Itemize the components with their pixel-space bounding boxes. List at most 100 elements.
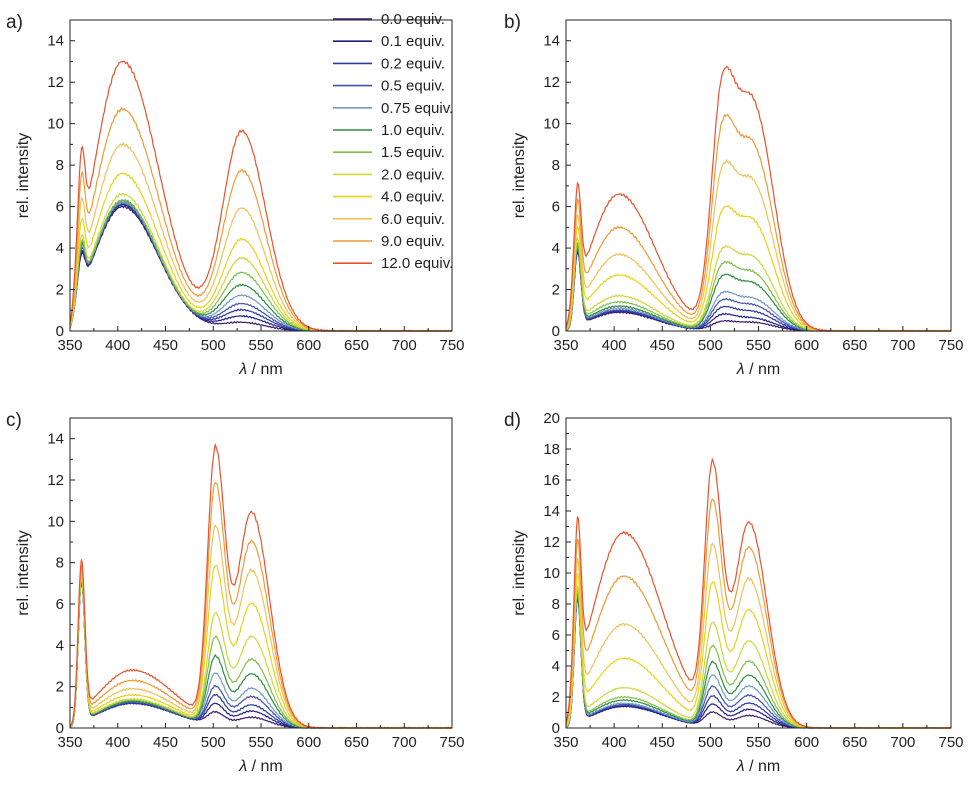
y-axis-title: rel. intensity [15,530,32,615]
y-tick-label: 6 [552,199,560,216]
x-tick-label: 700 [392,734,417,751]
x-axis-title: λ / nm [736,758,780,775]
series-line [69,577,453,729]
panel-b: b) 350 400 450 500 550 600 650 700 750 0 2 4 6 8 10 12 14… [504,12,964,378]
x-tick-label: 450 [153,734,178,751]
x-tick-label: 400 [105,734,130,751]
y-tick-label: 8 [552,157,560,174]
y-tick-label: 14 [543,33,560,50]
series-lines [565,65,952,332]
x-tick-label: 650 [344,337,369,354]
x-tick-label: 600 [794,734,819,751]
legend-label: 1.5 equiv. [381,144,445,161]
x-tick-label: 500 [698,337,723,354]
y-tick-label: 4 [56,637,64,654]
y-tick-label: 2 [56,679,64,696]
x-axis-symbol: λ [736,361,745,378]
x-tick-label: 500 [201,734,226,751]
x-tick-label: 700 [890,734,915,751]
series-line [565,251,952,332]
x-axis-unit: / nm [247,758,283,775]
y-tick-label: 0 [56,323,64,340]
y-tick-label: 2 [56,282,64,299]
series-line [69,481,453,729]
y-tick-label: 12 [543,74,560,91]
series-line [69,577,453,729]
y-tick-label: 14 [543,503,560,520]
y-tick-label: 4 [552,658,560,675]
x-tick-label: 350 [57,734,82,751]
y-axis-title: rel. intensity [511,530,528,615]
y-tick-label: 14 [47,431,64,448]
x-tick-label: 700 [890,337,915,354]
x-tick-label: 400 [602,734,627,751]
x-tick-label: 500 [698,734,723,751]
x-tick-label: 700 [392,337,417,354]
legend-label: 6.0 equiv. [381,211,445,228]
x-axis-title: λ / nm [238,361,282,378]
x-tick-label: 350 [553,734,578,751]
x-tick-label: 750 [938,337,963,354]
series-line [565,592,952,729]
legend-label: 4.0 equiv. [381,189,445,206]
x-tick-label: 550 [746,734,771,751]
y-tick-label: 10 [47,116,64,133]
legend-label: 0.0 equiv. [381,11,445,28]
series-line [69,580,452,729]
y-tick-label: 10 [47,513,64,530]
x-tick-label: 350 [553,337,578,354]
series-line [69,578,453,729]
y-tick-label: 4 [56,240,64,257]
x-axis-title: λ / nm [736,361,780,378]
x-tick-label: 500 [201,337,226,354]
x-axis-symbol: λ [736,758,745,775]
series-line [565,593,952,729]
y-tick-label: 8 [552,596,560,613]
series-line [565,598,952,729]
series-line [565,65,952,332]
series-line [565,113,952,332]
y-tick-label: 2 [552,282,560,299]
x-tick-label: 550 [248,734,273,751]
y-tick-label: 6 [56,199,64,216]
series-line [69,577,453,729]
y-axis-title: rel. intensity [511,133,528,218]
x-tick-label: 400 [602,337,627,354]
y-tick-label: 0 [552,720,560,737]
legend-label: 0.1 equiv. [381,33,445,50]
panel-label: b) [504,12,521,33]
y-tick-label: 4 [552,240,560,257]
series-line [69,524,453,729]
series-line [565,597,952,729]
y-tick-label: 6 [56,596,64,613]
series-line [565,248,952,332]
y-tick-label: 2 [552,689,560,706]
y-tick-label: 12 [47,472,64,489]
series-line [69,442,453,729]
y-tick-label: 18 [543,441,560,458]
y-tick-label: 14 [47,33,64,50]
y-tick-label: 12 [47,74,64,91]
legend-label: 0.75 equiv. [381,100,453,117]
x-axis-unit: / nm [247,361,283,378]
legend-label: 0.5 equiv. [381,78,445,95]
y-tick-label: 16 [543,472,560,489]
x-axis-title: λ / nm [238,758,282,775]
y-axis-title: rel. intensity [15,133,32,218]
x-tick-label: 750 [439,734,464,751]
series-lines [69,442,453,729]
panel-c: c) 350 400 450 500 550 600 650 700 750 0 2 4 6 8 10 12 14… [6,410,465,775]
panel-d: d) 350 400 450 500 550 600 650 700 750 0 2 4 6 8 10 12 14… [504,410,964,775]
series-lines [565,457,952,729]
x-axis-unit: / nm [745,361,781,378]
x-tick-label: 650 [344,734,369,751]
x-tick-label: 400 [105,337,130,354]
y-tick-label: 6 [552,627,560,644]
series-line [69,580,453,729]
panel-a: a) 350 400 450 500 550 600 650 700 750 0 2 4 6 8 10 12 14… [6,12,465,378]
x-tick-label: 450 [650,734,675,751]
y-tick-label: 10 [543,565,560,582]
y-tick-label: 8 [56,157,64,174]
legend: 0.0 equiv. 0.1 equiv. 0.2 equiv. 0.5 equiv.… [333,11,453,272]
